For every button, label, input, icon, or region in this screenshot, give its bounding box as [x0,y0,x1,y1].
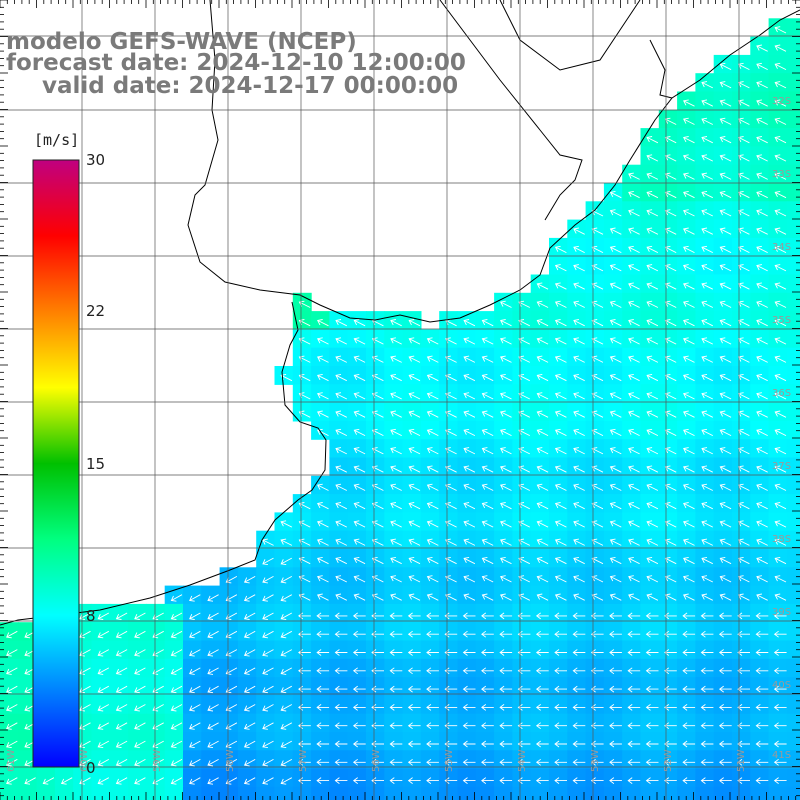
lat-label: 35S [772,315,791,326]
lon-label: 52W [663,749,674,772]
colorbar [32,159,80,768]
lat-label: 40S [772,680,791,691]
colorbar-tick-30: 30 [86,151,106,169]
lat-label: 33S [772,169,791,180]
lat-label: 36S [772,388,791,399]
colorbar-tick-22: 22 [86,302,106,320]
lon-label: 57W [298,749,309,772]
wind-arrows [6,26,787,785]
colorbar-unit: [m/s] [34,131,80,149]
lon-label: 61W [6,749,17,772]
valid-date: valid date: 2024-12-17 00:00:00 [42,73,459,99]
colorbar-tick-8: 8 [86,607,96,625]
lat-label: 32S [772,96,791,107]
lon-label: 56W [371,749,382,772]
lat-label: 34S [772,242,791,253]
lon-label: 54W [517,749,528,772]
lon-label: 55W [444,749,455,772]
lat-label: 37S [772,461,791,472]
lat-label: 39S [772,607,791,618]
lat-label: 41S [772,750,791,761]
lon-label: 60W [79,749,90,772]
model-title: modelo GEFS-WAVE (NCEP) [6,29,357,55]
coastline [0,0,800,626]
lon-label: 51W [736,749,747,772]
latitude-labels: 32S 33S 34S 35S 36S 37S 38S 39S 40S 41S [772,96,791,761]
lon-label: 59W [152,749,163,772]
longitude-labels: 61W 60W 59W 58W 57W 56W 55W 54W 53W 52W 51W [6,749,747,772]
colorbar-tick-0: 0 [86,759,96,777]
forecast-date: forecast date: 2024-12-10 12:00:00 [6,50,466,76]
lon-label: 53W [590,749,601,772]
lat-label: 38S [772,534,791,545]
lon-label: 58W [225,749,236,772]
colorbar-tick-15: 15 [86,455,106,473]
